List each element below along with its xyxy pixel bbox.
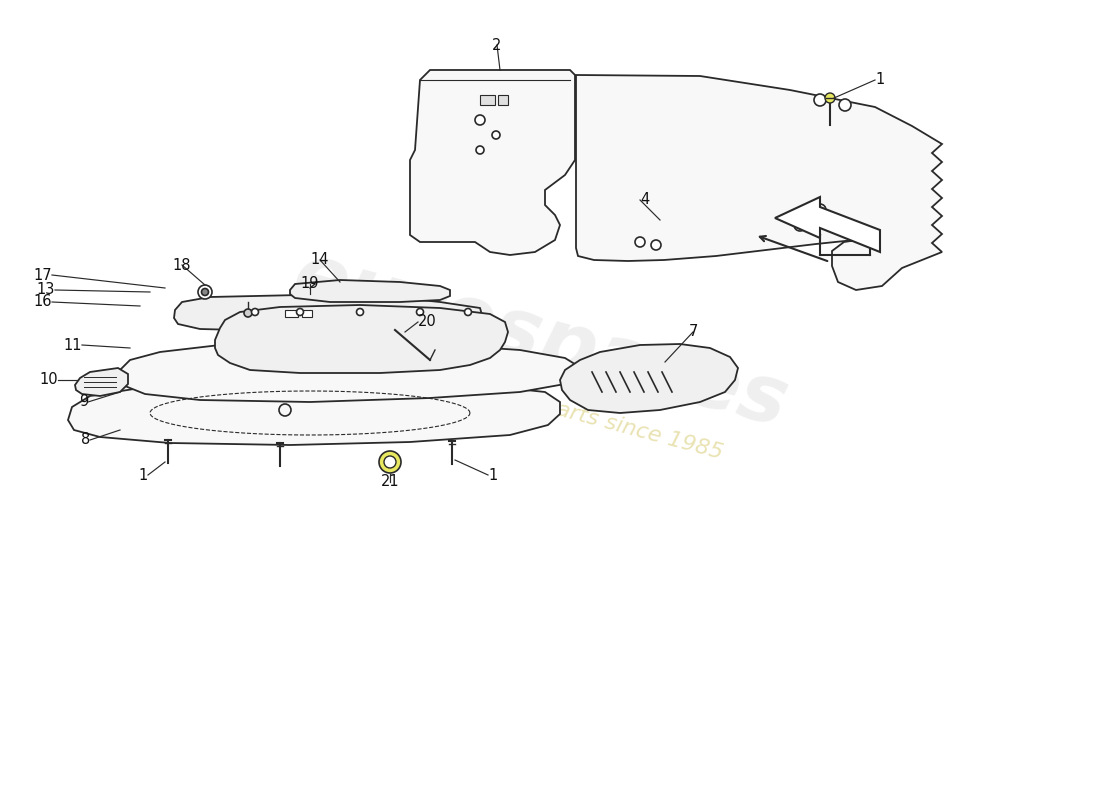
Circle shape	[297, 309, 304, 315]
Text: 19: 19	[300, 277, 319, 291]
Text: a passion for parts since 1985: a passion for parts since 1985	[395, 357, 725, 463]
Text: eurospares: eurospares	[284, 237, 796, 443]
Circle shape	[635, 237, 645, 247]
Text: 14: 14	[310, 253, 329, 267]
Polygon shape	[498, 95, 508, 105]
Polygon shape	[776, 197, 880, 252]
Text: 20: 20	[418, 314, 437, 330]
Text: 8: 8	[80, 433, 90, 447]
Text: 16: 16	[33, 294, 52, 310]
Polygon shape	[68, 380, 560, 445]
Polygon shape	[75, 368, 128, 396]
Polygon shape	[410, 70, 575, 255]
Text: 17: 17	[33, 267, 52, 282]
Circle shape	[244, 309, 252, 317]
Circle shape	[476, 146, 484, 154]
Polygon shape	[560, 344, 738, 413]
Text: 18: 18	[173, 258, 191, 273]
Circle shape	[651, 240, 661, 250]
Text: 9: 9	[79, 394, 88, 410]
Text: 1: 1	[874, 73, 884, 87]
Polygon shape	[285, 310, 298, 317]
Circle shape	[794, 219, 806, 231]
Text: 11: 11	[64, 338, 82, 353]
Circle shape	[379, 451, 401, 473]
Polygon shape	[576, 75, 942, 290]
Polygon shape	[302, 310, 312, 317]
Circle shape	[252, 309, 258, 315]
Polygon shape	[290, 280, 450, 302]
Text: 7: 7	[689, 325, 697, 339]
Circle shape	[464, 309, 472, 315]
Circle shape	[814, 94, 826, 106]
Text: 2: 2	[493, 38, 502, 53]
Text: 13: 13	[36, 282, 55, 298]
Polygon shape	[214, 305, 508, 373]
Text: 21: 21	[381, 474, 399, 490]
Circle shape	[839, 99, 851, 111]
Circle shape	[492, 131, 500, 139]
Circle shape	[198, 285, 212, 299]
Polygon shape	[118, 342, 578, 402]
Circle shape	[279, 404, 292, 416]
Circle shape	[417, 309, 424, 315]
Circle shape	[384, 456, 396, 468]
Polygon shape	[174, 295, 482, 331]
Polygon shape	[480, 95, 495, 105]
Text: 1: 1	[139, 467, 148, 482]
Text: 10: 10	[40, 373, 58, 387]
Circle shape	[825, 93, 835, 103]
Circle shape	[201, 289, 209, 295]
Text: 1: 1	[488, 467, 497, 482]
Text: 4: 4	[640, 193, 649, 207]
Circle shape	[356, 309, 363, 315]
Circle shape	[475, 115, 485, 125]
Circle shape	[814, 204, 826, 216]
